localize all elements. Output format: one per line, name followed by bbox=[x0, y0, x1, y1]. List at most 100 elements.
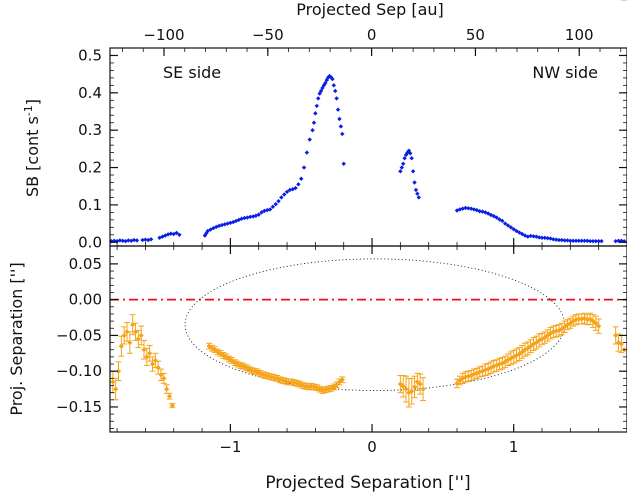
sb-data-point bbox=[585, 238, 590, 243]
separation-data-point bbox=[268, 374, 275, 380]
separation-data-point bbox=[522, 347, 528, 353]
sb-data-point bbox=[270, 204, 276, 209]
sb-data-point bbox=[341, 161, 346, 167]
sb-data-point bbox=[505, 223, 511, 228]
separation-data-point bbox=[409, 388, 415, 394]
sb-data-point bbox=[338, 124, 344, 129]
sb-data-point bbox=[593, 238, 599, 244]
disk-ellipse bbox=[184, 258, 566, 391]
separation-data-point bbox=[254, 369, 260, 375]
separation-data-point bbox=[559, 326, 565, 332]
sb-data-point bbox=[177, 232, 182, 237]
separation-data-point bbox=[294, 380, 300, 386]
sb-data-point bbox=[542, 235, 548, 240]
sb-data-point bbox=[401, 161, 406, 167]
sb-data-point bbox=[413, 187, 419, 193]
separation-data-point bbox=[152, 357, 158, 364]
sb-data-point bbox=[556, 237, 562, 243]
sb-data-point bbox=[579, 238, 584, 243]
separation-data-point bbox=[223, 354, 229, 360]
sb-data-point bbox=[248, 214, 253, 220]
sb-data-point bbox=[519, 231, 525, 237]
separation-data-point bbox=[542, 334, 548, 341]
separation-data-point bbox=[411, 384, 418, 390]
separation-data-point bbox=[118, 343, 124, 349]
separation-data-point bbox=[243, 365, 249, 371]
separation-data-point bbox=[110, 379, 116, 385]
bottom-y-tick-label: 0.05 bbox=[69, 255, 102, 273]
sb-data-point bbox=[333, 88, 338, 94]
sb-data-point bbox=[399, 165, 404, 170]
separation-data-point bbox=[311, 384, 317, 390]
separation-data-point bbox=[539, 336, 545, 342]
separation-data-point bbox=[164, 386, 170, 392]
top-panel: 0.00.10.20.30.40.5−100 −50 0 50 100 SE side … bbox=[22, 0, 627, 251]
sb-data-point bbox=[242, 215, 247, 221]
sb-data-point bbox=[582, 238, 587, 243]
au-tick-label: −100 bbox=[143, 26, 184, 44]
sb-data-point bbox=[334, 96, 339, 101]
sb-data-point bbox=[415, 191, 420, 196]
separation-data-point bbox=[266, 373, 272, 379]
sb-data-point bbox=[214, 224, 219, 230]
sb-data-point bbox=[276, 198, 281, 204]
separation-data-point bbox=[274, 375, 280, 381]
separation-data-point bbox=[519, 349, 525, 355]
separation-data-point bbox=[206, 343, 212, 349]
separation-data-point bbox=[462, 374, 469, 380]
sb-data-point bbox=[131, 237, 137, 243]
sb-data-point bbox=[313, 111, 318, 116]
separation-data-point bbox=[314, 385, 320, 391]
sb-data-point bbox=[282, 192, 287, 197]
sb-data-point bbox=[299, 176, 304, 181]
top-y-tick-label: 0.5 bbox=[78, 46, 102, 64]
sb-data-point bbox=[148, 237, 154, 242]
separation-data-point bbox=[420, 386, 426, 392]
separation-data-point bbox=[593, 320, 599, 326]
annotation-se-side: SE side bbox=[163, 63, 221, 82]
sb-data-point bbox=[337, 116, 342, 122]
sb-data-point bbox=[616, 238, 621, 243]
separation-data-point bbox=[499, 360, 505, 366]
sb-data-point bbox=[576, 238, 582, 243]
sb-data-point bbox=[402, 156, 407, 161]
top-y-axis-label-tail: ] bbox=[23, 99, 42, 105]
separation-data-point bbox=[271, 375, 277, 381]
sb-data-point bbox=[409, 156, 414, 161]
bottom-y-tick-label: −0.10 bbox=[56, 362, 102, 380]
separation-data-point bbox=[166, 393, 173, 399]
sb-data-point bbox=[140, 237, 145, 243]
sb-data-point bbox=[340, 131, 345, 137]
sb-data-point bbox=[323, 80, 328, 86]
separation-data-point bbox=[508, 355, 514, 361]
separation-data-point bbox=[564, 322, 571, 328]
sb-data-point bbox=[273, 201, 278, 207]
separation-data-point bbox=[135, 336, 141, 342]
top-y-tick-label: 0.2 bbox=[78, 159, 102, 177]
separation-data-point bbox=[400, 383, 406, 389]
separation-data-point bbox=[257, 370, 263, 376]
sb-data-point bbox=[296, 182, 301, 187]
separation-data-point bbox=[496, 361, 503, 367]
sb-data-point bbox=[316, 96, 321, 101]
sb-data-point bbox=[500, 218, 505, 224]
separation-data-point bbox=[513, 352, 520, 359]
sb-data-point bbox=[126, 238, 131, 243]
separation-data-point bbox=[502, 359, 508, 365]
sb-data-point bbox=[304, 150, 310, 155]
separation-data-point bbox=[288, 379, 294, 385]
separation-data-point bbox=[285, 379, 292, 385]
sb-data-point bbox=[559, 237, 565, 243]
sb-data-point bbox=[525, 234, 531, 239]
sb-data-point bbox=[477, 209, 482, 214]
au-tick-label: 50 bbox=[466, 26, 485, 44]
sb-data-point bbox=[134, 238, 140, 243]
sb-data-point bbox=[146, 237, 151, 243]
sb-data-point bbox=[539, 235, 545, 240]
top-panel-ticks: 0.0 0.1 0.2 0.3 0.4 0.5 −100 −50 0 50 100 bbox=[78, 26, 627, 251]
sb-data-point bbox=[279, 195, 284, 200]
separation-data-point bbox=[528, 343, 534, 349]
separation-data-point bbox=[562, 324, 568, 330]
sb-data-point bbox=[562, 238, 567, 243]
